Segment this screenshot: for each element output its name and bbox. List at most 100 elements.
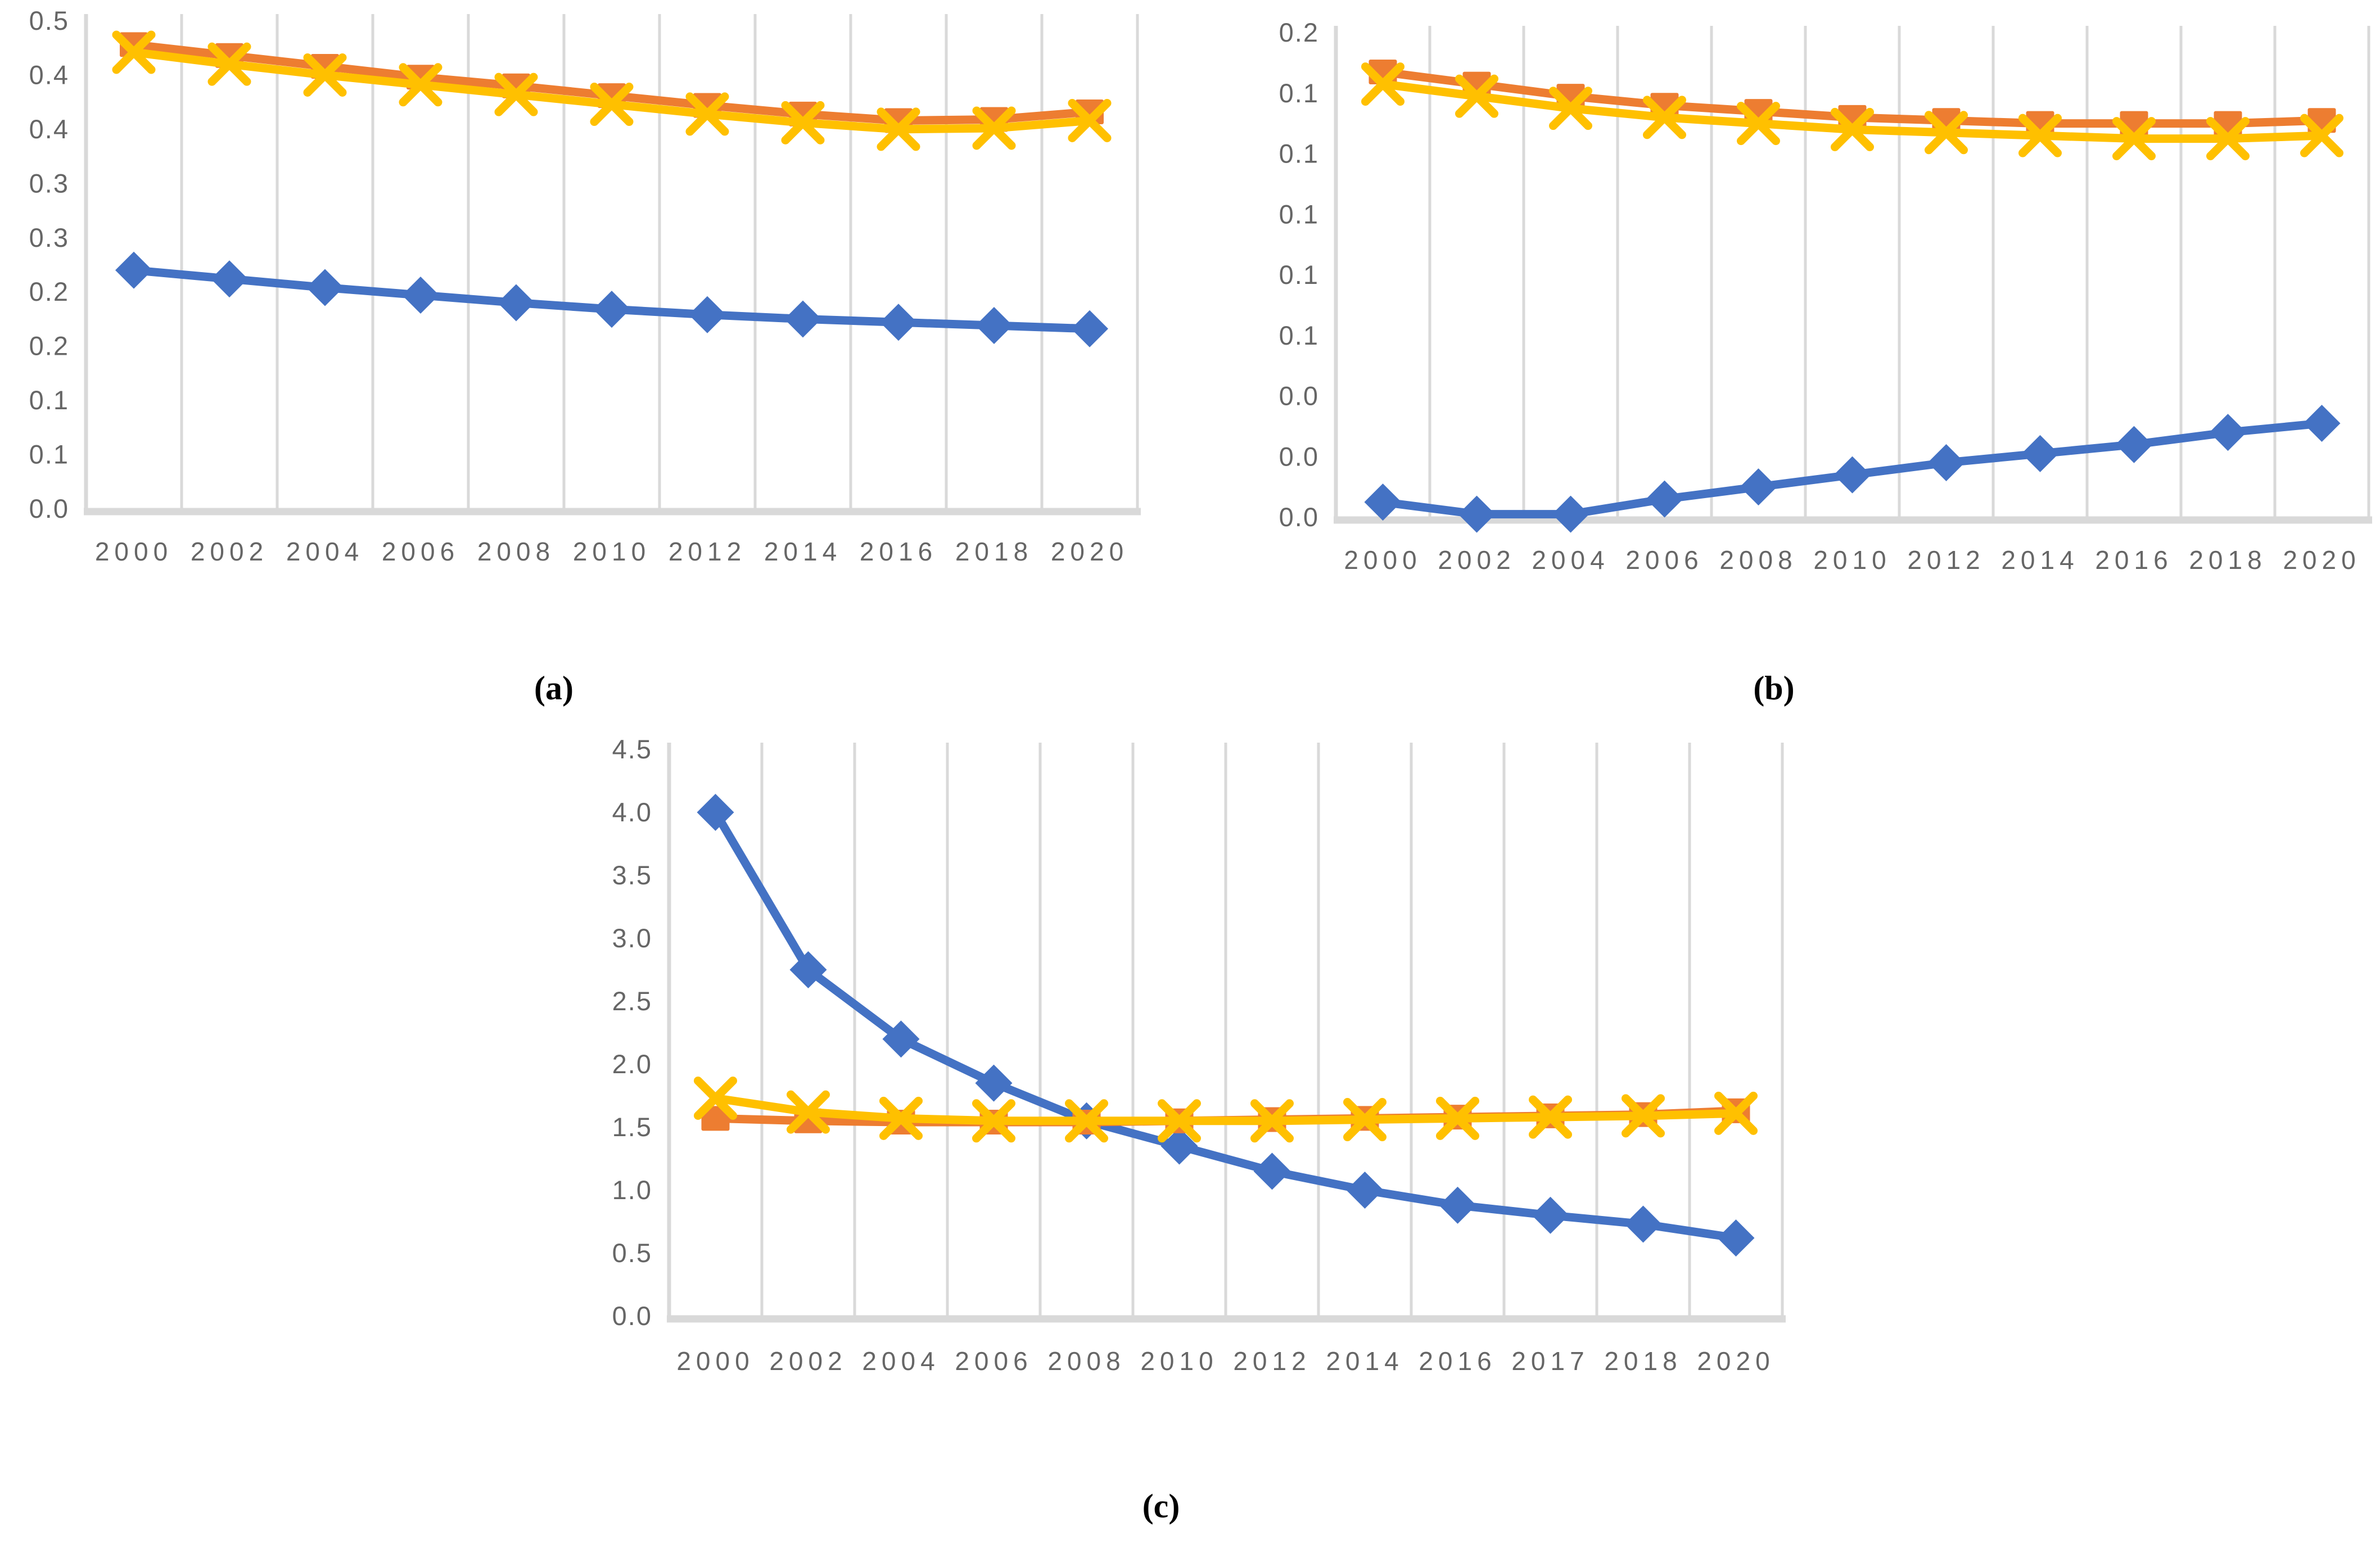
diamond-marker: [882, 1020, 920, 1058]
diamond-marker: [697, 794, 734, 831]
y-axis-tick-labels: 4.5 4.0 3.5 3.0 2.5 2.0 1.5 1.0 0.5 0.0: [612, 734, 652, 1331]
x-marker-stroke: [2300, 114, 2343, 157]
diamond-marker: [211, 260, 248, 298]
x-axis-tick-label: 2004: [286, 537, 364, 566]
y-axis-tick-label: 0.1: [1279, 320, 1319, 350]
x-marker-stroke: [1714, 1091, 1758, 1135]
diamond-marker: [1458, 495, 1496, 533]
y-axis-tick-label: 3.0: [612, 923, 652, 953]
x-axis-tick-label: 2014: [2001, 545, 2079, 575]
y-axis-tick-label: 0.1: [1279, 260, 1319, 290]
x-marker-stroke: [879, 1096, 923, 1140]
x-marker-stroke: [1436, 1096, 1479, 1140]
y-axis-tick-labels: 0.2 0.1 0.1 0.1 0.1 0.1 0.0 0.0 0.0: [1279, 17, 1319, 532]
diamond-marker: [1160, 1127, 1198, 1165]
x-axis-tick-label: 2008: [477, 537, 555, 566]
y-axis-tick-label: 2.5: [612, 986, 652, 1016]
y-axis-tick-label: 0.0: [29, 494, 69, 523]
x-axis-tick-label: 2000: [676, 1346, 754, 1376]
x-marker-stroke: [787, 1090, 830, 1134]
series-gold-x: [112, 30, 1112, 151]
diamond-marker: [975, 1064, 1013, 1102]
x-marker-stroke: [781, 101, 825, 144]
y-axis-tick-label: 1.0: [612, 1175, 652, 1205]
chart-panel-b: 0.2 0.1 0.1 0.1 0.1 0.1 0.0 0.0 0.0 2000 2002 2004 2…: [1231, 8, 2378, 621]
x-axis-tick-label: 2012: [1907, 545, 1985, 575]
y-axis-tick-label: 0.5: [612, 1238, 652, 1268]
square-marker: [701, 1106, 730, 1131]
diamond-marker: [689, 296, 726, 333]
x-axis-tick-label: 2002: [191, 537, 268, 566]
x-axis-tick-label: 2016: [2095, 545, 2173, 575]
x-marker-stroke: [1158, 1099, 1201, 1143]
x-axis-tick-label: 2010: [1813, 545, 1891, 575]
series-blue-diamond: [1364, 404, 2341, 533]
diamond-marker: [2021, 435, 2059, 472]
x-marker-stroke: [1361, 62, 1404, 106]
x-axis-tick-label: 2004: [862, 1346, 940, 1376]
y-axis-tick-label: 4.0: [612, 797, 652, 827]
diamond-marker: [1833, 456, 1871, 494]
diamond-marker: [1927, 444, 1965, 482]
diamond-marker: [402, 277, 439, 314]
caption-panel-b: (b): [1753, 670, 1795, 707]
y-axis-tick-label: 1.5: [612, 1112, 652, 1142]
x-marker-stroke: [303, 53, 347, 97]
series-blue-diamond: [115, 251, 1108, 347]
y-axis-tick-label: 0.4: [29, 114, 69, 144]
x-marker-stroke: [1068, 98, 1112, 142]
x-axis-tick-label: 2006: [382, 537, 459, 566]
x-marker-stroke: [685, 92, 729, 136]
diamond-marker: [1071, 310, 1108, 347]
y-axis-tick-label: 2.0: [612, 1049, 652, 1079]
x-axis-tick-label: 2012: [669, 537, 746, 566]
diamond-marker: [115, 251, 152, 289]
y-axis-tick-label: 0.2: [1279, 17, 1319, 47]
x-marker-stroke: [1831, 107, 1874, 151]
diamond-marker: [1532, 1196, 1569, 1234]
x-axis-tick-label: 2006: [955, 1346, 1032, 1376]
caption-panel-a: (a): [534, 670, 573, 707]
diamond-marker: [1740, 468, 1777, 506]
diamond-marker: [976, 307, 1013, 345]
chart-panel-a: 0.5 0.4 0.4 0.3 0.3 0.2 0.2 0.1 0.1 0.0 2000 2002 20…: [11, 6, 1175, 621]
y-axis-tick-label: 0.0: [1279, 502, 1319, 532]
x-axis-tick-labels: 2000 2002 2004 2006 2008 2010 2012 2014 2016 2018…: [1344, 545, 2355, 575]
diamond-marker: [1624, 1205, 1662, 1243]
x-axis-tick-label: 2018: [2189, 545, 2266, 575]
x-marker-stroke: [1529, 1095, 1572, 1139]
y-axis-tick-label: 0.1: [29, 385, 69, 415]
gridlines: [760, 743, 1784, 1316]
x-marker-stroke: [1622, 1094, 1665, 1138]
x-marker-stroke: [1250, 1099, 1294, 1143]
y-axis-tick-label: 0.2: [29, 331, 69, 361]
y-axis-tick-label: 0.3: [29, 168, 69, 198]
x-marker-stroke: [1455, 74, 1498, 118]
x-axis-tick-label: 2000: [95, 537, 173, 566]
series-line-gold-x: [711, 1093, 1740, 1125]
y-axis-tick-labels: 0.5 0.4 0.4 0.3 0.3 0.2 0.2 0.1 0.1 0.0: [29, 6, 69, 523]
x-marker-stroke: [207, 42, 251, 86]
x-marker-stroke: [877, 107, 920, 151]
x-marker-stroke: [694, 1076, 737, 1120]
x-marker-stroke: [2206, 117, 2250, 161]
chart-panel-c: 4.5 4.0 3.5 3.0 2.5 2.0 1.5 1.0 0.5 0.0 2000 2002 20…: [573, 725, 1833, 1428]
y-axis-tick-label: 0.0: [1279, 441, 1319, 471]
y-axis-tick-label: 0.5: [29, 6, 69, 35]
diamond-marker: [2303, 404, 2341, 442]
x-marker-stroke: [590, 83, 634, 126]
x-axis-tick-label: 2010: [1140, 1346, 1218, 1376]
diamond-marker: [789, 951, 827, 988]
x-axis-tick-labels: 2000 2002 2004 2006 2008 2010 2012 2014 2016 2017…: [676, 1346, 1769, 1376]
y-axis-tick-label: 0.3: [29, 223, 69, 252]
series-gold-x: [694, 1076, 1758, 1143]
x-marker-stroke: [1065, 1099, 1108, 1143]
x-axis-tick-label: 2002: [1438, 545, 1515, 575]
y-axis-tick-label: 0.0: [1279, 381, 1319, 411]
y-axis-tick-label: 0.1: [1279, 78, 1319, 108]
x-axis-tick-label: 2012: [1233, 1346, 1311, 1376]
x-marker-stroke: [399, 63, 442, 107]
